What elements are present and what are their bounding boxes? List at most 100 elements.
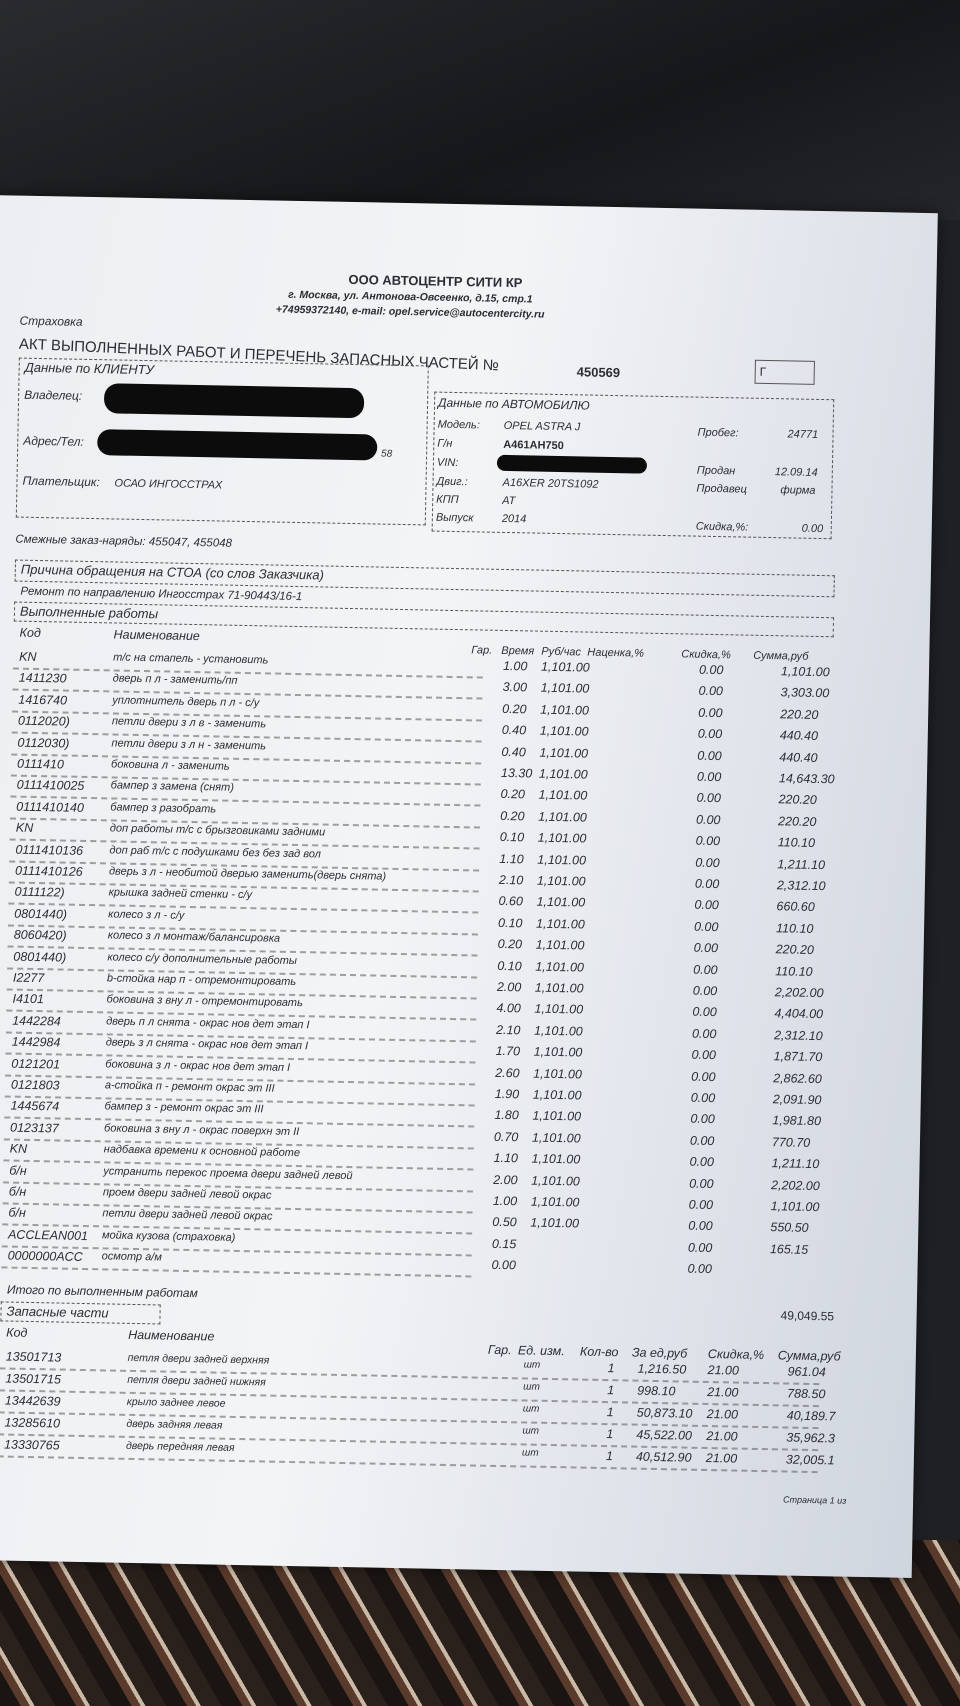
work-time: 0.70 bbox=[493, 1129, 519, 1145]
work-name: проем двери задней левой окрас bbox=[102, 1186, 272, 1202]
col-markup: Наценка,% bbox=[587, 646, 645, 660]
work-rate: 1,101.00 bbox=[536, 873, 586, 889]
work-code: ACCLEAN001 bbox=[7, 1227, 89, 1243]
work-sum: 220.20 bbox=[778, 792, 817, 808]
work-sum: 1,211.10 bbox=[771, 1156, 820, 1172]
col-price: За ед,руб bbox=[631, 1345, 688, 1361]
work-rate: 1,101.00 bbox=[531, 1130, 581, 1146]
work-discount: 0.00 bbox=[696, 769, 722, 785]
work-rate: 1,101.00 bbox=[533, 1066, 583, 1082]
work-discount: 0.00 bbox=[692, 1005, 717, 1020]
background-top bbox=[0, 0, 960, 220]
work-sum: 550.50 bbox=[770, 1220, 809, 1236]
work-code: KN bbox=[19, 649, 37, 664]
work-discount: 0.00 bbox=[687, 1261, 712, 1277]
work-name: мойка кузова (страховка) bbox=[101, 1229, 236, 1244]
work-code: 1411230 bbox=[18, 671, 67, 686]
work-sum: 165.15 bbox=[769, 1241, 809, 1257]
work-discount: 0.00 bbox=[697, 748, 722, 763]
col-qty: Кол-во bbox=[579, 1344, 619, 1360]
work-time: 1.00 bbox=[492, 1193, 518, 1209]
part-qty: 1 bbox=[607, 1383, 615, 1398]
part-name: дверь передняя левая bbox=[125, 1439, 235, 1454]
reason-text: Ремонт по направлению Ингосстрах 71-9044… bbox=[20, 585, 303, 604]
work-time: 2.60 bbox=[495, 1065, 520, 1080]
corner-box: Г bbox=[754, 359, 815, 385]
seller: фирма bbox=[780, 484, 816, 497]
works-total: 49,049.55 bbox=[780, 1308, 835, 1324]
sold-label: Продан bbox=[696, 464, 736, 478]
part-qty: 1 bbox=[606, 1427, 614, 1442]
work-code: 0801440) bbox=[14, 906, 68, 922]
col-code: Код bbox=[6, 1325, 28, 1340]
work-discount: 0.00 bbox=[689, 1133, 715, 1148]
work-name: a-стойка п - ремонт окрас эт III bbox=[104, 1079, 275, 1095]
work-rate: 1,101.00 bbox=[540, 702, 590, 718]
row-divider bbox=[1, 1266, 472, 1278]
part-name: крыло заднее левое bbox=[126, 1395, 226, 1410]
part-price: 998.10 bbox=[637, 1383, 676, 1399]
part-name: дверь задняя левая bbox=[126, 1417, 223, 1432]
work-time: 1.80 bbox=[494, 1108, 519, 1123]
client-header: Данные по КЛИЕНТУ bbox=[24, 359, 155, 378]
work-rate: 1,101.00 bbox=[535, 959, 585, 975]
work-name: петли двери з л в - заменить bbox=[111, 715, 267, 731]
work-discount: 0.00 bbox=[691, 1069, 716, 1084]
part-qty: 1 bbox=[607, 1361, 615, 1376]
part-code: 13501715 bbox=[5, 1371, 62, 1387]
mileage: 24771 bbox=[787, 428, 819, 441]
part-name: петля двери задней нижняя bbox=[127, 1373, 266, 1389]
work-sum: 220.20 bbox=[777, 814, 817, 829]
owner-label: Владелец: bbox=[24, 387, 83, 403]
redacted-owner bbox=[103, 383, 365, 419]
work-code: 0111410136 bbox=[15, 842, 84, 858]
work-discount: 0.00 bbox=[690, 1090, 716, 1106]
work-rate: 1,101.00 bbox=[537, 852, 587, 868]
sold-date: 12.09.14 bbox=[774, 466, 818, 479]
work-sum: 2,862.60 bbox=[773, 1070, 822, 1086]
col-rate: Руб/час bbox=[541, 645, 582, 659]
parts-header: Запасные части bbox=[6, 1303, 109, 1321]
work-time: 0.10 bbox=[497, 915, 523, 931]
work-code: 1442984 bbox=[11, 1034, 61, 1050]
work-code: KN bbox=[9, 1141, 28, 1157]
model-label: Модель: bbox=[437, 418, 480, 432]
part-code: 13501713 bbox=[5, 1349, 62, 1365]
work-code: б/н bbox=[8, 1205, 26, 1221]
related-orders: Смежные заказ-наряды: 455047, 455048 bbox=[15, 533, 233, 550]
work-name: боковина з вну л - отремонтировать bbox=[106, 993, 303, 1010]
part-sum: 32,005.1 bbox=[785, 1452, 835, 1468]
work-code: I2277 bbox=[12, 970, 45, 986]
work-time: 4.00 bbox=[496, 1001, 521, 1016]
work-code: 0111410 bbox=[16, 756, 65, 772]
work-time: 0.40 bbox=[501, 723, 527, 738]
car-header: Данные по АВТОМОБИЛЮ bbox=[437, 395, 590, 413]
work-time: 13.30 bbox=[500, 765, 533, 781]
work-discount: 0.00 bbox=[695, 855, 720, 870]
part-qty: 1 bbox=[606, 1405, 614, 1420]
work-sum: 4,404.00 bbox=[774, 1006, 824, 1022]
work-code: 0111410126 bbox=[14, 863, 83, 879]
work-discount: 0.00 bbox=[696, 812, 721, 827]
work-time: 0.20 bbox=[502, 701, 527, 717]
work-name: бампер з замена (снят) bbox=[110, 779, 235, 795]
work-rate: 1,101.00 bbox=[535, 937, 585, 953]
work-name: дверь з л снята - окрас нов дет этап I bbox=[105, 1036, 309, 1053]
year: 2014 bbox=[501, 512, 527, 526]
work-discount: 0.00 bbox=[697, 726, 723, 742]
col-warranty: Гар. bbox=[471, 644, 493, 657]
doc-type: Страховка bbox=[19, 313, 83, 329]
col-warranty: Гар. bbox=[487, 1342, 512, 1358]
redacted-address bbox=[97, 429, 378, 461]
work-code: б/н bbox=[8, 1184, 27, 1199]
work-sum: 660.60 bbox=[776, 899, 815, 915]
gearbox-label: КПП bbox=[436, 493, 459, 507]
company-name: ООО АВТОЦЕНТР СИТИ КР bbox=[348, 271, 523, 291]
work-time: 3.00 bbox=[502, 680, 528, 695]
work-time: 1.00 bbox=[502, 658, 528, 674]
work-code: 8060420) bbox=[13, 927, 67, 943]
work-code: 0112030) bbox=[17, 735, 70, 751]
work-discount: 0.00 bbox=[689, 1154, 715, 1170]
work-rate: 1,101.00 bbox=[538, 809, 587, 825]
work-rate: 1,101.00 bbox=[539, 723, 589, 739]
